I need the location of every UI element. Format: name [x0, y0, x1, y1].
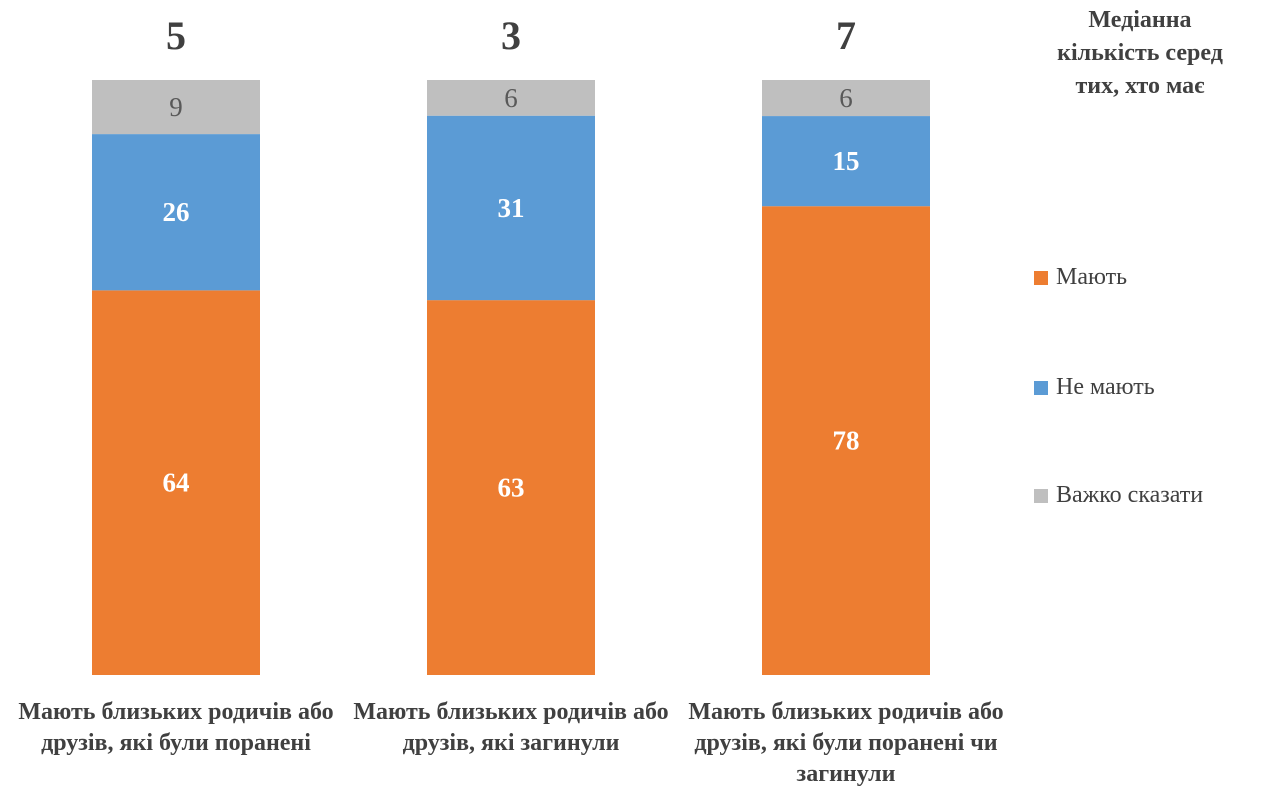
data-label: 26	[163, 197, 190, 227]
data-label: 64	[163, 468, 190, 498]
data-label: 63	[498, 473, 525, 503]
legend-item-have: Мають	[1034, 264, 1127, 291]
bar-segment	[762, 116, 930, 207]
data-label: 6	[504, 83, 518, 113]
data-label: 78	[833, 426, 860, 456]
median-label-1: 5	[166, 13, 186, 58]
legend-swatch-blue	[1034, 380, 1048, 395]
data-label: 15	[833, 146, 860, 176]
data-label: 6	[839, 83, 853, 113]
bar-segment	[92, 134, 260, 291]
median-label-2: 3	[501, 13, 521, 58]
bar-segment	[92, 80, 260, 135]
legend-label: Важко сказати	[1056, 482, 1204, 508]
bar-segment	[762, 80, 930, 117]
median-label-3: 7	[836, 13, 856, 58]
bar-segment	[427, 80, 595, 116]
bar-segment	[762, 206, 930, 675]
bar-segment	[427, 115, 595, 301]
category-label-2: Мають близьких родичів або друзів, які з…	[353, 699, 669, 756]
data-label: 31	[498, 193, 525, 223]
median-title: Медіанна кількість серед тих, хто має	[1057, 7, 1223, 99]
category-label-1: Мають близьких родичів або друзів, які б…	[18, 699, 334, 756]
bar-segment	[92, 290, 260, 675]
bar-segment	[427, 300, 595, 675]
legend-item-hard-to-say: Важко сказати	[1034, 482, 1203, 509]
data-label: 9	[169, 92, 183, 122]
legend-item-not-have: Не мають	[1034, 374, 1155, 401]
legend-label: Не мають	[1056, 374, 1155, 400]
legend-label: Мають	[1056, 264, 1128, 290]
legend-swatch-gray	[1034, 488, 1048, 503]
legend-swatch-orange	[1034, 270, 1048, 285]
category-label-3: Мають близьких родичів або друзів, які б…	[688, 699, 1004, 787]
